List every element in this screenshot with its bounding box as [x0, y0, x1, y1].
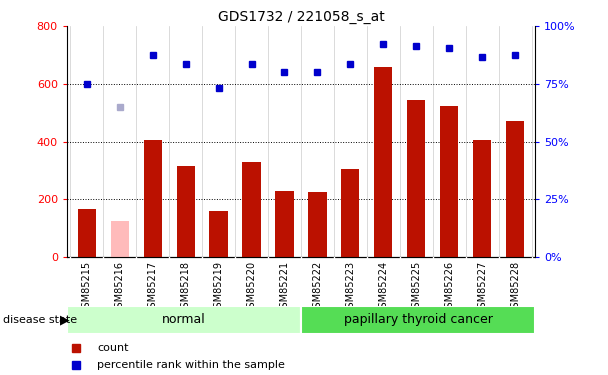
Text: GSM85226: GSM85226: [444, 261, 454, 314]
Text: normal: normal: [162, 313, 206, 326]
Bar: [375, 67, 392, 257]
Text: GSM85220: GSM85220: [246, 261, 257, 314]
Text: GSM85221: GSM85221: [280, 261, 289, 314]
Text: disease state: disease state: [3, 315, 77, 325]
Bar: [275, 190, 294, 257]
Text: GSM85215: GSM85215: [81, 261, 92, 314]
Text: count: count: [97, 343, 129, 352]
Bar: [341, 169, 359, 257]
Bar: [440, 105, 458, 257]
Bar: [176, 166, 195, 257]
Text: GSM85224: GSM85224: [378, 261, 389, 314]
Text: GSM85222: GSM85222: [313, 261, 322, 314]
Bar: [506, 122, 524, 257]
Text: GSM85218: GSM85218: [181, 261, 190, 314]
Text: GSM85228: GSM85228: [510, 261, 520, 314]
Text: GSM85223: GSM85223: [345, 261, 356, 314]
Bar: [78, 209, 95, 257]
Text: GSM85225: GSM85225: [412, 261, 421, 314]
Text: GSM85216: GSM85216: [115, 261, 125, 314]
Text: GSM85217: GSM85217: [148, 261, 157, 314]
Bar: [67, 306, 301, 334]
Text: percentile rank within the sample: percentile rank within the sample: [97, 360, 285, 369]
Text: GSM85219: GSM85219: [213, 261, 224, 314]
Text: ▶: ▶: [60, 313, 69, 326]
Bar: [143, 140, 162, 257]
Title: GDS1732 / 221058_s_at: GDS1732 / 221058_s_at: [218, 10, 384, 24]
Bar: [308, 192, 326, 257]
Bar: [210, 211, 227, 257]
Bar: [407, 100, 426, 257]
Text: GSM85227: GSM85227: [477, 261, 487, 314]
Bar: [111, 221, 129, 257]
Bar: [243, 162, 261, 257]
Bar: [301, 306, 535, 334]
Bar: [473, 140, 491, 257]
Text: papillary thyroid cancer: papillary thyroid cancer: [344, 313, 492, 326]
